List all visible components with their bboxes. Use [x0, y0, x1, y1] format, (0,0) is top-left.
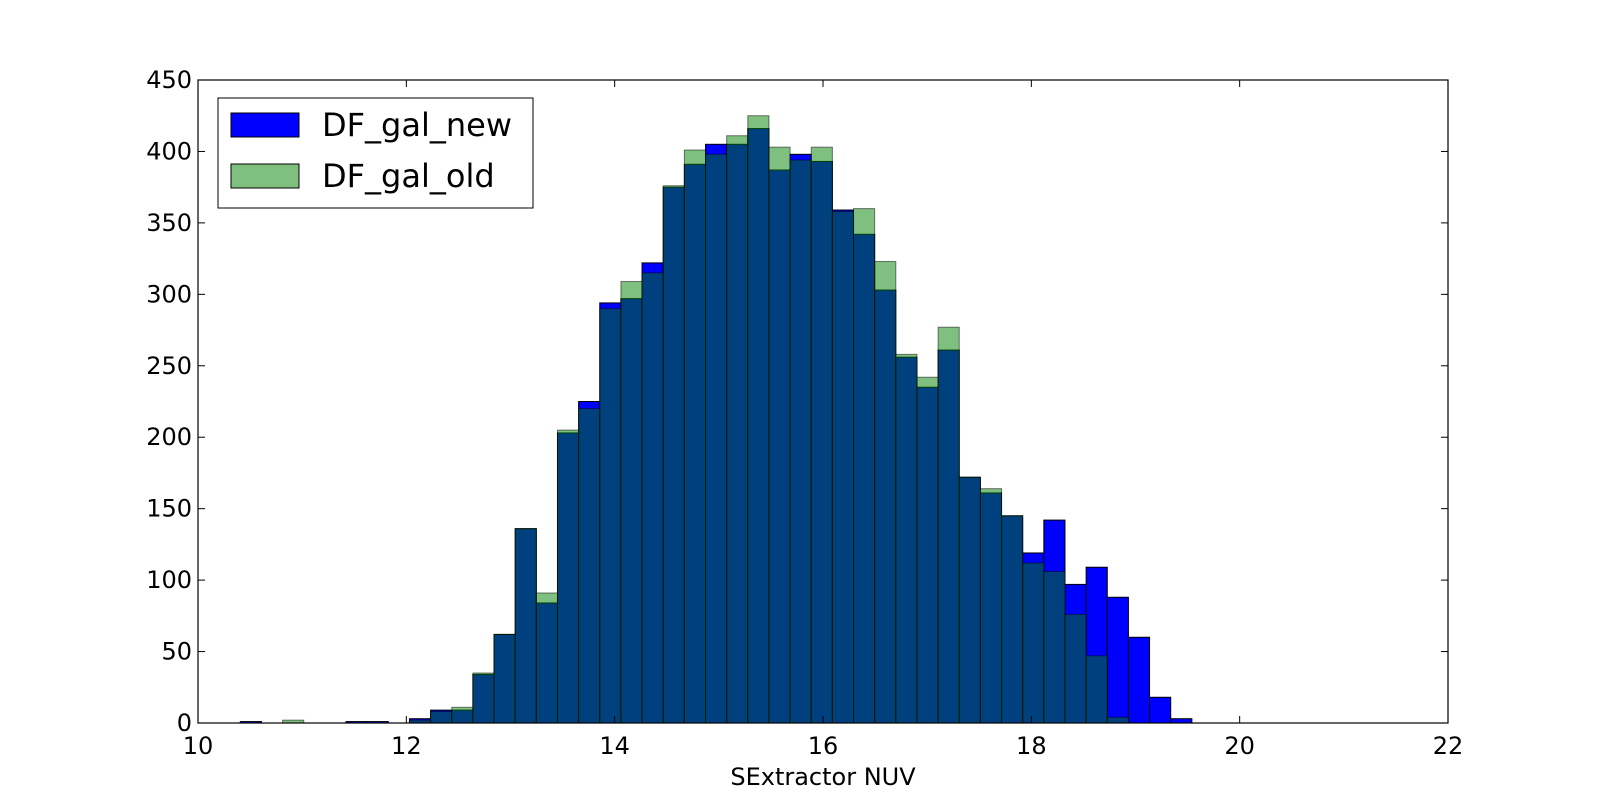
bar-DF_gal_old-28: [789, 159, 812, 724]
bar-DF_gal_old-22: [662, 185, 685, 724]
x-tick-label-14: 14: [599, 732, 630, 760]
bar-DF_gal_old-12: [451, 706, 474, 724]
bar-DF_gal_old-26: [747, 115, 770, 724]
x-tick-label-12: 12: [391, 732, 422, 760]
x-tick-label-22: 22: [1433, 732, 1464, 760]
x-axis-label: SExtractor NUV: [730, 763, 916, 791]
y-tick-label-150: 150: [146, 495, 192, 523]
y-tick-label-0: 0: [177, 709, 192, 737]
bar-DF_gal_new-43: [1106, 596, 1129, 724]
bar-DF_gal_old-31: [853, 208, 876, 724]
y-tick-label-50: 50: [161, 638, 192, 666]
bar-DF_gal_new-46: [1170, 718, 1193, 724]
bar-DF_gal_old-32: [874, 260, 897, 724]
bar-DF_gal_old-41: [1064, 613, 1087, 724]
bar-DF_gal_old-35: [937, 326, 960, 724]
bar-DF_gal_old-34: [916, 376, 939, 724]
y-tick-label-350: 350: [146, 209, 192, 237]
bar-DF_gal_old-40: [1043, 571, 1066, 724]
bar-DF_gal_old-16: [535, 592, 558, 724]
x-tick-label-18: 18: [1016, 732, 1047, 760]
bar-DF_gal_old-30: [831, 210, 855, 724]
y-tick-label-450: 450: [146, 66, 192, 94]
plot-frame: [197, 79, 1449, 724]
bar-DF_gal_old-25: [726, 135, 749, 724]
y-tick-label-400: 400: [146, 137, 192, 165]
bar-DF_gal_old-27: [768, 146, 791, 724]
bars-layer: [239, 115, 1193, 724]
bar-DF_gal_old-15: [514, 528, 537, 724]
bar-DF_gal_old-20: [620, 280, 643, 724]
y-tick-label-100: 100: [146, 566, 192, 594]
y-tick-label-200: 200: [146, 423, 192, 451]
legend-swatch-new: [230, 112, 300, 138]
y-tick-label-250: 250: [146, 352, 192, 380]
bar-DF_gal_old-42: [1085, 655, 1108, 724]
bar-DF_gal_old-37: [979, 488, 1003, 724]
bar-DF_gal_old-11: [430, 711, 453, 724]
bar-DF_gal_new-45: [1149, 696, 1172, 724]
legend-swatch-old: [230, 163, 300, 189]
bar-DF_gal_old-33: [895, 353, 918, 724]
bar-DF_gal_old-19: [599, 308, 622, 724]
bar-DF_gal_old-39: [1022, 562, 1045, 724]
bar-DF_gal_old-29: [810, 146, 833, 724]
legend-label-new: DF_gal_new: [322, 106, 512, 144]
bar-DF_gal_old-13: [472, 672, 495, 724]
bar-DF_gal_old-23: [683, 149, 706, 724]
bar-DF_gal_old-43: [1106, 716, 1129, 724]
ticks-layer: 10 12 14 16 18 20 22 0 50 100 150 200 250 300 350 400 45…: [146, 66, 1463, 760]
x-tick-label-10: 10: [183, 732, 214, 760]
x-tick-label-16: 16: [808, 732, 839, 760]
legend: DF_gal_new DF_gal_old: [217, 97, 534, 209]
bar-DF_gal_old-24: [705, 153, 728, 724]
bar-DF_gal_old-14: [493, 633, 516, 724]
bar-DF_gal_old-38: [1001, 515, 1024, 724]
bar-DF_gal_old-36: [958, 476, 981, 724]
bar-DF_gal_old-18: [578, 408, 601, 724]
bar-DF_gal_new-44: [1127, 636, 1151, 724]
bar-DF_gal_old-21: [641, 272, 664, 724]
bar-DF_gal_old-17: [556, 429, 580, 724]
x-tick-label-20: 20: [1224, 732, 1255, 760]
y-tick-label-300: 300: [146, 280, 192, 308]
legend-label-old: DF_gal_old: [322, 157, 495, 195]
